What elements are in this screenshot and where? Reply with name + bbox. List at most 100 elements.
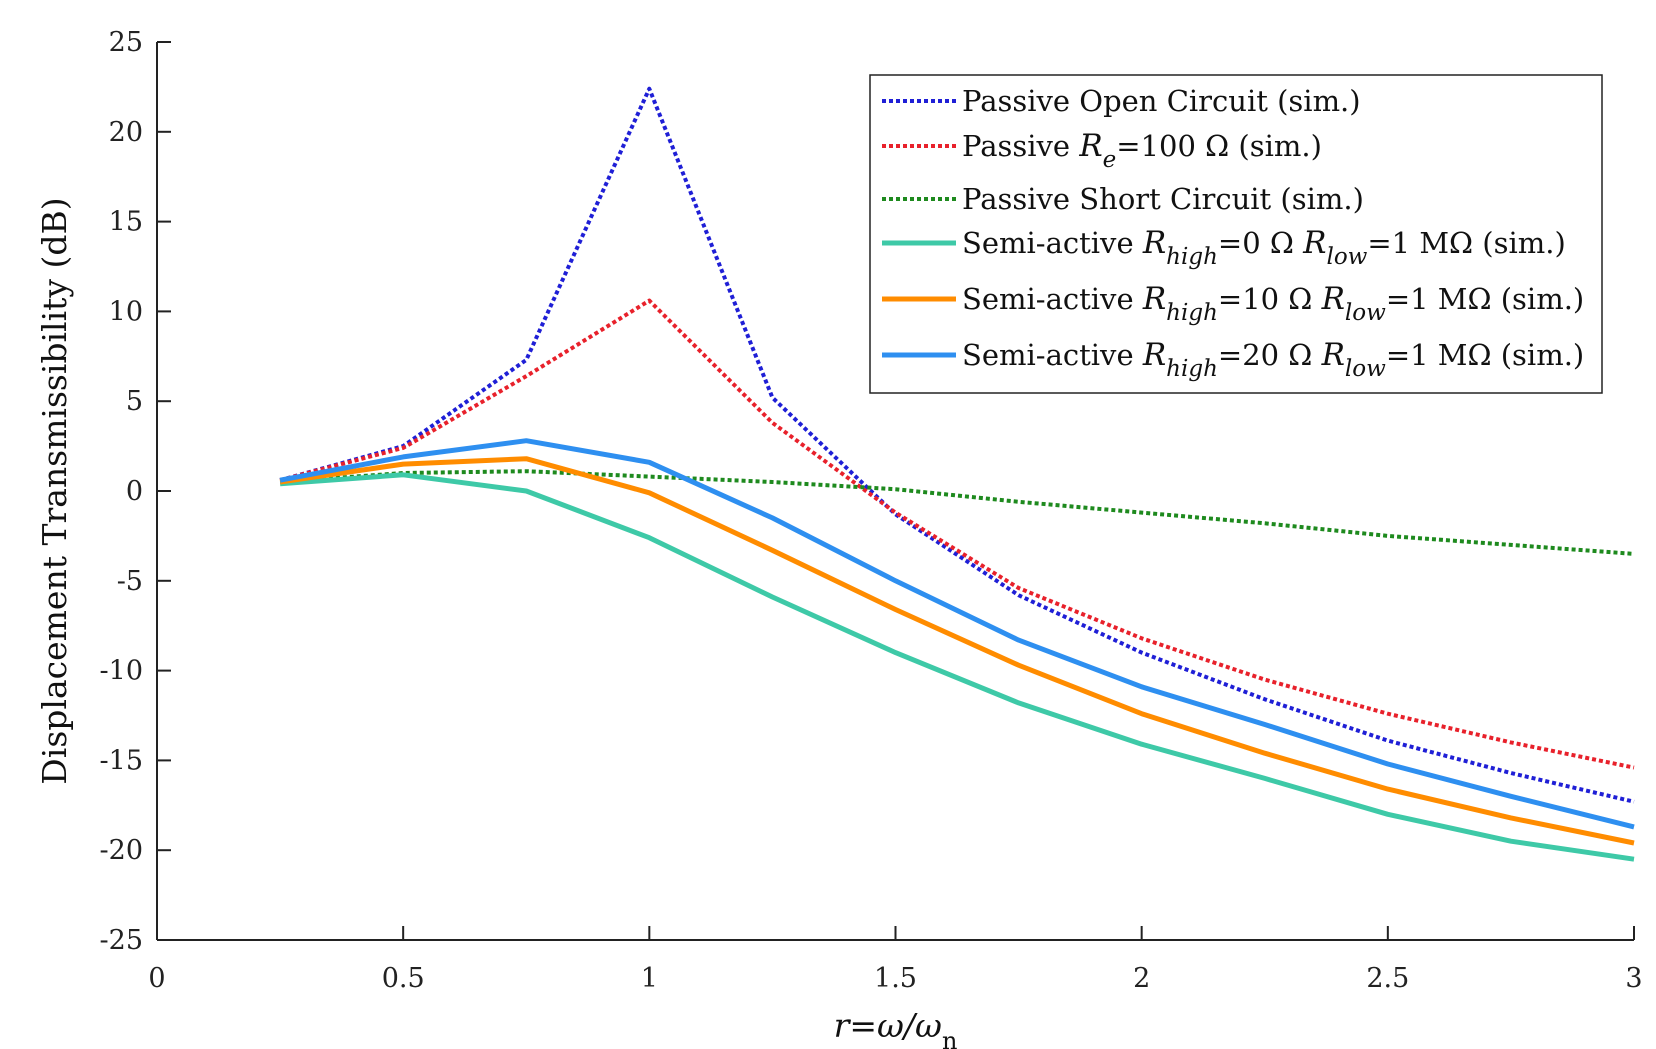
data-point	[1509, 795, 1512, 798]
x-tick-label: 1.5	[874, 963, 917, 994]
data-point	[1017, 594, 1020, 597]
data-point	[1263, 522, 1266, 525]
data-point	[1140, 651, 1143, 654]
data-point	[1017, 639, 1020, 642]
legend-entry: Passive Open Circuit (sim.)	[882, 84, 1361, 118]
data-point	[771, 516, 774, 519]
data-point	[525, 439, 528, 442]
data-point	[648, 461, 651, 464]
data-point	[648, 491, 651, 494]
data-point	[1017, 586, 1020, 589]
data-point	[1386, 813, 1389, 816]
y-tick-label: -20	[100, 835, 143, 866]
data-point	[1140, 685, 1143, 688]
y-axis-title: Displacement Transmissibility (dB)	[35, 197, 74, 784]
data-point	[1386, 534, 1389, 537]
y-tick-label: -10	[100, 656, 143, 687]
x-axis-title: r=ω/ωn	[834, 1006, 958, 1049]
data-point	[1633, 552, 1636, 555]
data-point	[1633, 842, 1636, 845]
y-tick-label: 10	[109, 296, 143, 327]
data-point	[402, 446, 405, 449]
y-tick-label: 25	[109, 27, 143, 58]
legend: Passive Open Circuit (sim.) Passive Re=10…	[869, 74, 1603, 394]
data-point	[894, 488, 897, 491]
data-point	[1017, 500, 1020, 503]
data-point	[1017, 664, 1020, 667]
legend-entry: Passive Short Circuit (sim.)	[882, 182, 1364, 216]
data-point	[1509, 771, 1512, 774]
data-point	[771, 595, 774, 598]
x-tick-label: 2.5	[1366, 963, 1409, 994]
data-point	[771, 549, 774, 552]
data-point	[771, 421, 774, 424]
legend-entry: Semi-active Rhigh=0 Ω Rlow=1 MΩ (sim.)	[882, 225, 1566, 270]
data-point	[1263, 752, 1266, 755]
data-point	[402, 455, 405, 458]
data-point	[1509, 543, 1512, 546]
series-2	[279, 298, 1636, 770]
x-tick-label: 2	[1133, 963, 1150, 994]
data-point	[1509, 741, 1512, 744]
data-point	[525, 457, 528, 460]
data-point	[771, 481, 774, 484]
data-point	[1140, 743, 1143, 746]
data-point	[1633, 800, 1636, 803]
data-point	[1017, 701, 1020, 704]
data-point	[525, 375, 528, 378]
y-tick-label: 20	[109, 117, 143, 148]
data-point	[1386, 788, 1389, 791]
data-point	[1263, 678, 1266, 681]
data-point	[1263, 723, 1266, 726]
data-point	[279, 479, 282, 482]
data-point	[894, 608, 897, 611]
data-point	[402, 463, 405, 466]
data-point	[1633, 825, 1636, 828]
data-point	[648, 87, 651, 90]
data-point	[648, 475, 651, 478]
series-line	[279, 438, 1635, 830]
x-tick-label: 0	[148, 963, 165, 994]
data-point	[894, 511, 897, 514]
data-point	[1140, 511, 1143, 514]
x-tick-label: 1	[641, 963, 658, 994]
series-1	[279, 86, 1636, 804]
data-point	[894, 651, 897, 654]
data-point	[1263, 698, 1266, 701]
x-tick-label: 3	[1625, 963, 1642, 994]
y-tick-label: -25	[100, 925, 143, 956]
legend-entry: Passive Re=100 Ω (sim.)	[882, 128, 1322, 173]
y-tick-label: -15	[100, 745, 143, 776]
data-point	[894, 579, 897, 582]
data-point	[1386, 762, 1389, 765]
data-point	[648, 299, 651, 302]
data-point	[1140, 712, 1143, 715]
y-tick-label: 5	[126, 386, 143, 417]
series-line	[279, 86, 1635, 804]
y-tick-label: 0	[126, 476, 143, 507]
data-point	[525, 358, 528, 361]
series-line	[279, 456, 1635, 846]
data-point	[1386, 739, 1389, 742]
data-point	[1633, 858, 1636, 861]
data-point	[1633, 766, 1636, 769]
series-line	[279, 298, 1635, 770]
y-tick-label: 15	[109, 207, 143, 238]
data-point	[1263, 777, 1266, 780]
legend-label: Semi-active Rhigh=10 Ω Rlow=1 MΩ (sim.)	[962, 281, 1584, 326]
data-point	[771, 396, 774, 399]
y-tick-label: -5	[117, 566, 143, 597]
series-layer	[279, 86, 1636, 862]
legend-label: Passive Short Circuit (sim.)	[962, 182, 1364, 216]
legend-entry: Semi-active Rhigh=20 Ω Rlow=1 MΩ (sim.)	[882, 337, 1584, 382]
legend-label: Semi-active Rhigh=0 Ω Rlow=1 MΩ (sim.)	[962, 225, 1566, 270]
data-point	[402, 473, 405, 476]
legend-label: Passive Open Circuit (sim.)	[962, 84, 1361, 118]
series-line	[279, 472, 1635, 862]
data-point	[525, 490, 528, 493]
series-line	[279, 469, 1635, 556]
series-6	[279, 438, 1636, 830]
data-point	[1509, 840, 1512, 843]
